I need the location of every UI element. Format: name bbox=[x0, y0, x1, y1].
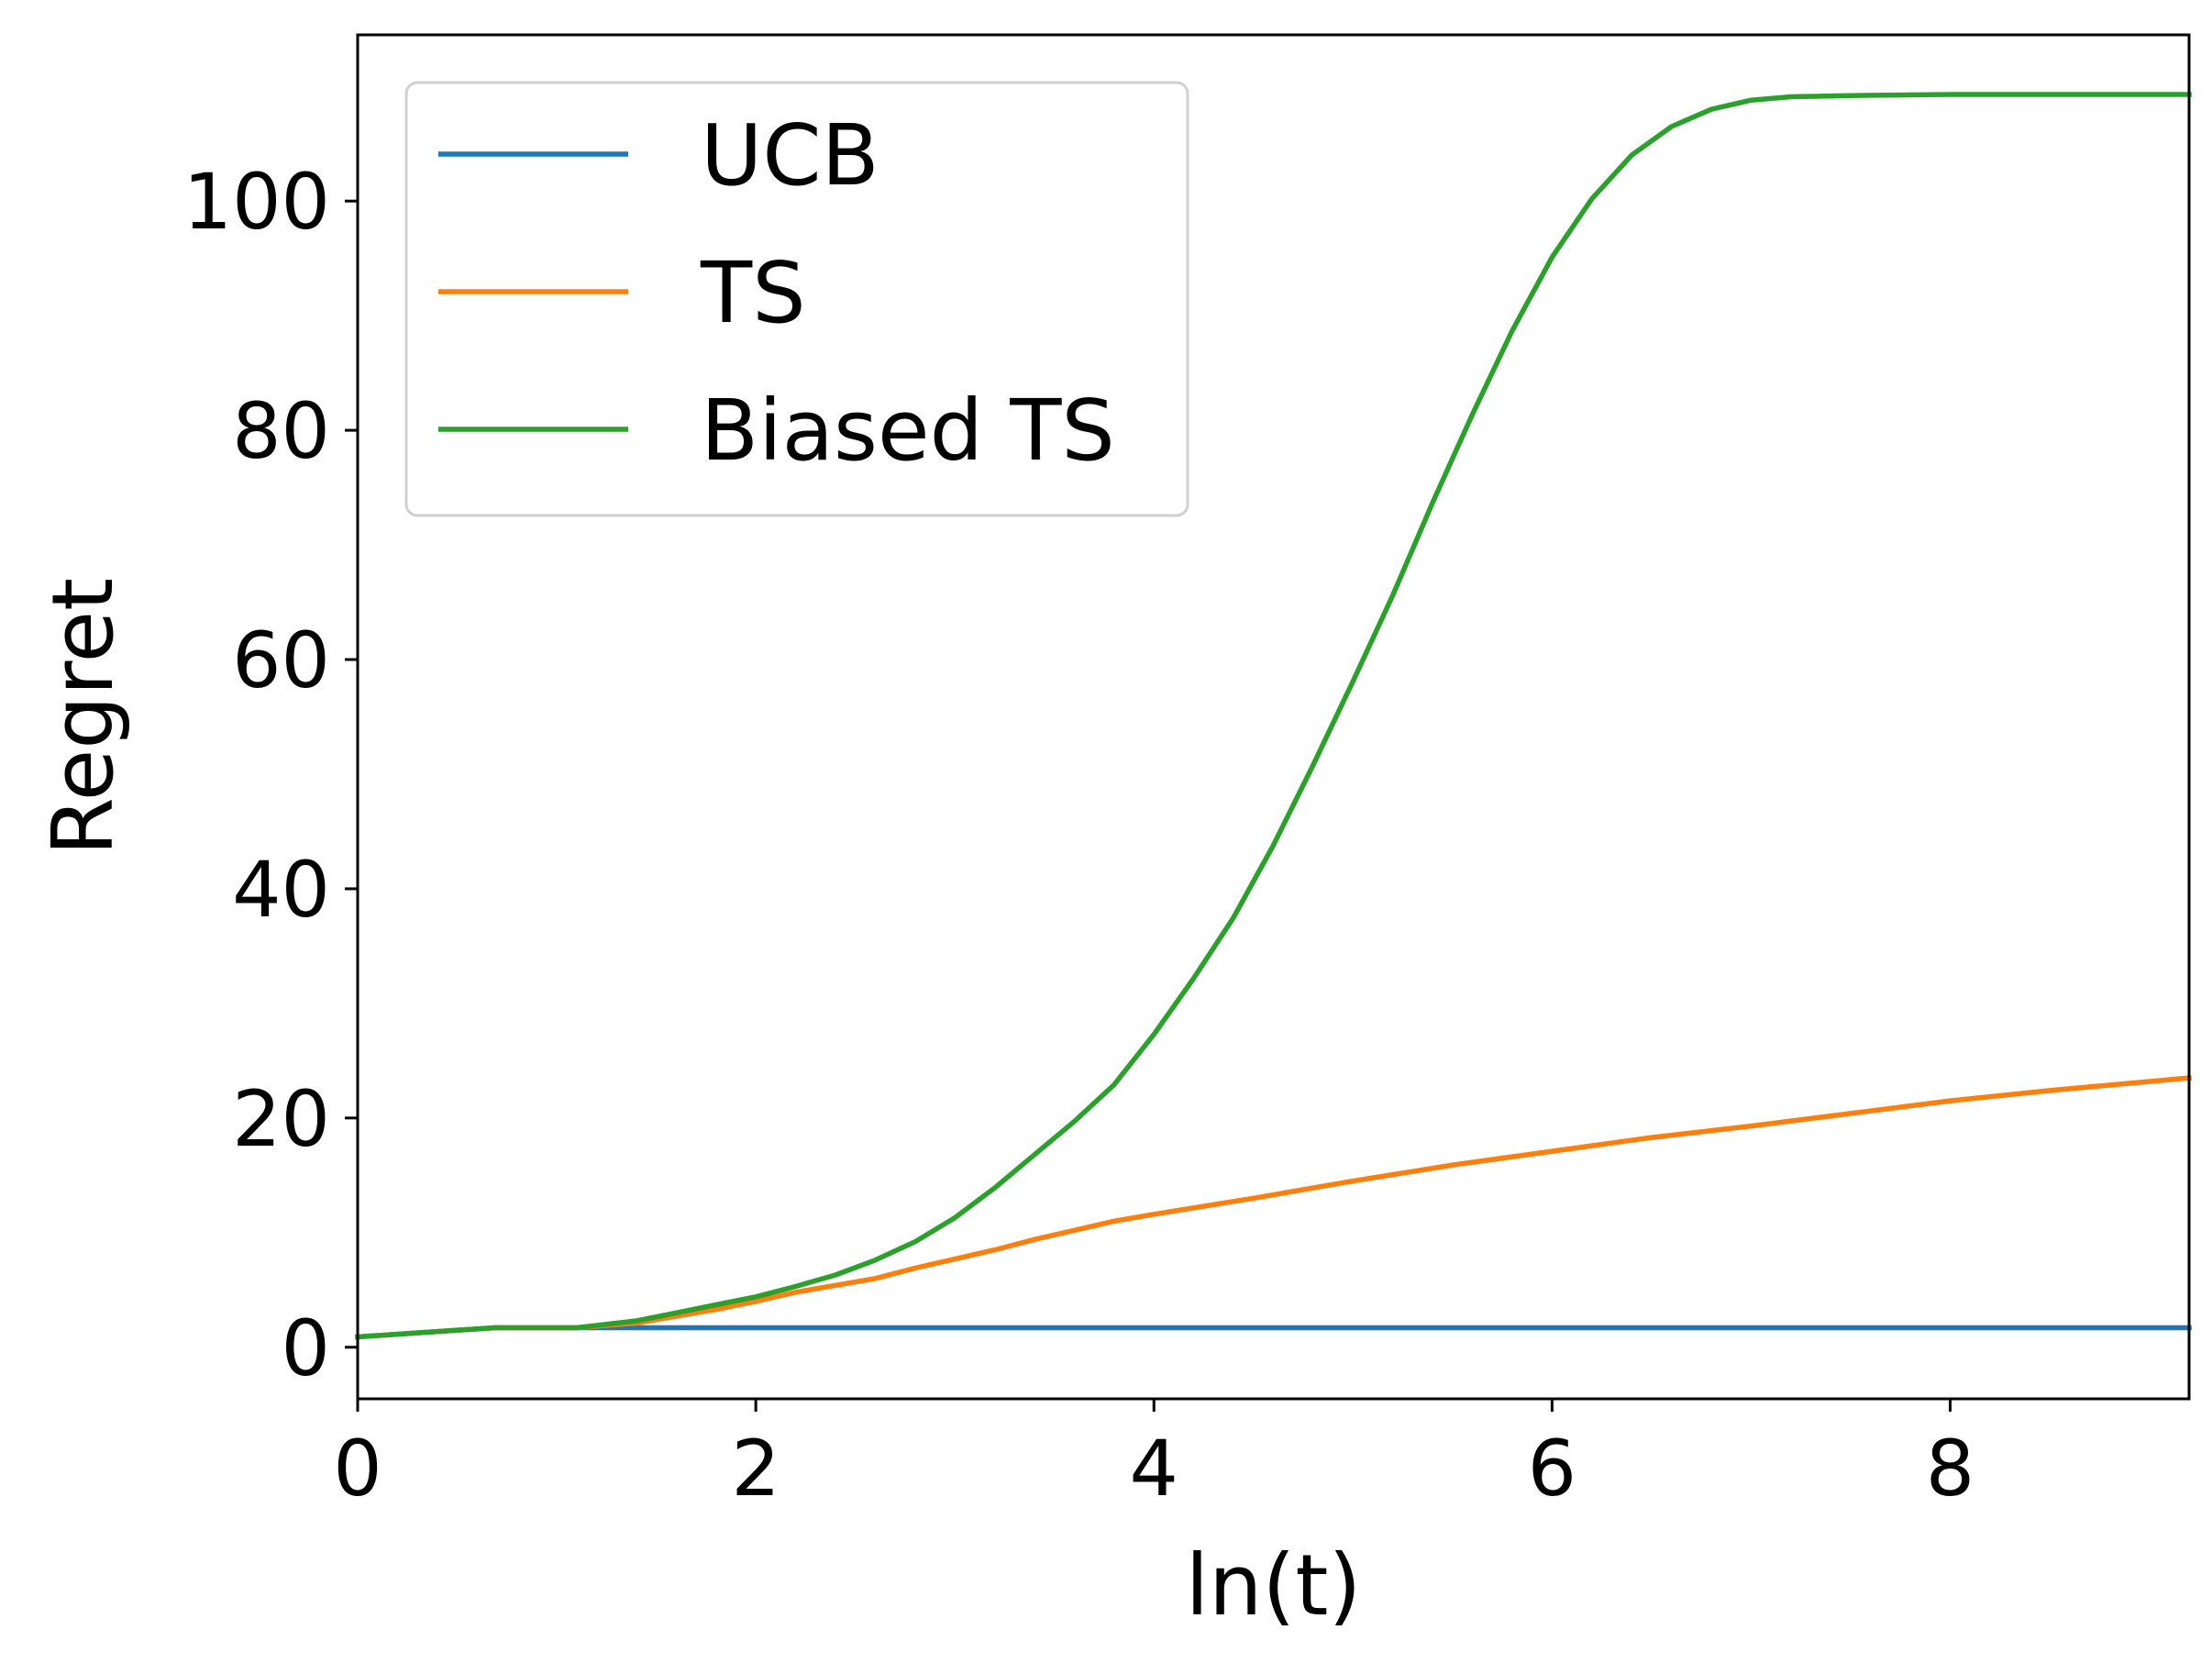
legend-label: Biased TS bbox=[701, 382, 1115, 480]
legend-item-ts: TS bbox=[438, 244, 806, 342]
series-line-biased-ts bbox=[355, 92, 2192, 1340]
x-tick-label: 8 bbox=[1926, 1424, 1974, 1513]
legend-label: TS bbox=[700, 244, 806, 342]
series-layer bbox=[355, 92, 2192, 1340]
y-tick-label: 0 bbox=[282, 1303, 330, 1393]
series-line-ts bbox=[355, 1075, 2192, 1340]
x-tick-label: 6 bbox=[1528, 1424, 1576, 1513]
plot-frame bbox=[356, 33, 2191, 1401]
x-tick-label: 4 bbox=[1130, 1424, 1178, 1513]
y-tick-label: 20 bbox=[232, 1074, 330, 1164]
legend-item-biased-ts: Biased TS bbox=[438, 382, 1115, 480]
legend-box bbox=[404, 81, 1189, 517]
y-tick-label: 80 bbox=[232, 386, 330, 476]
y-tick-label: 40 bbox=[232, 845, 330, 935]
x-tick-label: 2 bbox=[731, 1424, 780, 1513]
x-tick-label: 0 bbox=[333, 1424, 382, 1513]
y-tick-label: 60 bbox=[232, 615, 330, 705]
y-axis-label: Regret bbox=[34, 578, 132, 856]
y-tick-label: 100 bbox=[183, 157, 330, 247]
legend-label: UCB bbox=[701, 106, 879, 205]
legend-item-ucb: UCB bbox=[438, 106, 879, 205]
legend: UCB TS Biased TS bbox=[404, 81, 1189, 517]
x-axis-label: ln(t) bbox=[1186, 1536, 1362, 1635]
